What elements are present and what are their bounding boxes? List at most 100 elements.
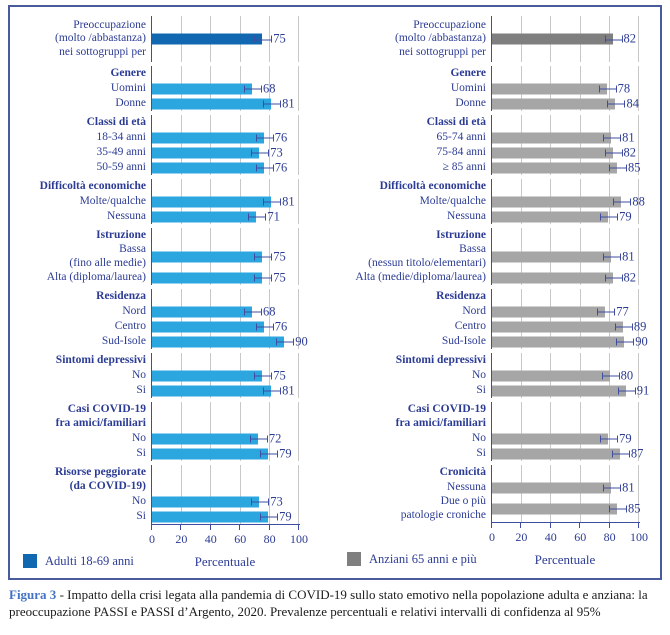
bar-label: 65-74 anni (436, 130, 486, 143)
plot-area: 76 (151, 130, 299, 145)
plot-area: 84 (491, 96, 639, 111)
group-header-row: Classi di età (11, 115, 335, 130)
value-label: 68 (262, 81, 276, 95)
confidence-interval-whisker (276, 338, 295, 345)
value-label: 81 (282, 383, 295, 397)
bar-label: Si (476, 383, 486, 396)
bar-row: 50-59 anni 76 (11, 160, 335, 175)
plot-area (491, 66, 639, 81)
figure-box: Preoccupazione (molto /abbastanza) nei sot… (8, 5, 662, 580)
group-header-label: Difficoltà economiche (39, 179, 146, 192)
bar-row: Nord 77 (335, 304, 659, 319)
bar-label: Centro (114, 319, 146, 332)
bar-label: 18-34 anni (96, 130, 146, 143)
confidence-interval-whisker (263, 100, 282, 107)
value-label: 73 (270, 494, 283, 508)
figure-number: Figura 3 (9, 587, 57, 602)
legend-swatch-adults (23, 554, 37, 568)
confidence-interval-whisker (608, 164, 627, 171)
bar-label: 35-49 anni (96, 145, 146, 158)
group-header-label: Cronicità (439, 465, 486, 478)
plot-area: 88 (491, 194, 645, 209)
plot-area (151, 179, 299, 194)
bar (492, 251, 612, 262)
bar-row: Nessuna 71 (11, 209, 335, 224)
bar-row: Donne 81 (11, 96, 335, 111)
bar (152, 272, 263, 283)
bar-label: Sud-Isole (441, 334, 486, 347)
bar (152, 196, 272, 207)
bar (152, 448, 269, 459)
confidence-interval-whisker (597, 308, 616, 315)
plot-area: 90 (491, 334, 648, 349)
x-axis-elderly (491, 522, 640, 529)
plot-area (491, 115, 639, 130)
value-label: 76 (274, 319, 288, 333)
group-header-label: Casi COVID-19 fra amici/familiari (395, 403, 486, 429)
bar-row: Due o più patologie croniche 85 (335, 495, 659, 522)
plot-area (151, 465, 299, 494)
value-label: 80 (620, 368, 634, 382)
group-header-label: Residenza (436, 289, 486, 302)
bar-label: Si (136, 383, 146, 396)
bar-row: Alta (diploma/laurea) 75 (11, 270, 335, 285)
bar-label: Preoccupazione (molto /abbastanza) nei sot… (394, 18, 486, 58)
bar (152, 162, 264, 173)
bar-row: Si 79 (11, 446, 335, 461)
bar-label: Due o più patologie croniche (400, 495, 486, 521)
group-header-label: Istruzione (96, 228, 146, 241)
value-label: 78 (617, 81, 631, 95)
plot-area: 75 (151, 243, 299, 270)
value-label: 68 (262, 304, 276, 318)
bar (492, 433, 609, 444)
x-tick-label: 20 (515, 530, 528, 544)
confidence-interval-whisker (263, 198, 282, 205)
confidence-interval-whisker (255, 323, 274, 330)
bar (152, 385, 272, 396)
panel-adults: Preoccupazione (molto /abbastanza) nei sot… (11, 16, 335, 572)
bar-row: Si 79 (11, 509, 335, 524)
confidence-interval-whisker (260, 450, 279, 457)
value-label: 81 (282, 96, 295, 110)
group-header-row: Difficoltà economiche (335, 179, 659, 194)
x-tick-label: 20 (175, 532, 188, 546)
x-tick-labels-adults: 0 20 40 60 80 100 (11, 531, 335, 547)
value-label: 77 (616, 304, 629, 318)
bar-label: Molte/qualche (419, 194, 486, 207)
plot-area: 75 (151, 270, 299, 285)
bar (492, 98, 616, 109)
plot-area: 85 (491, 495, 640, 522)
group-header-label: Casi COVID-19 fra amici/familiari (55, 403, 146, 429)
group-header-row: Genere (335, 66, 659, 81)
plot-area: 87 (491, 446, 643, 461)
bar-label: 50-59 anni (96, 160, 146, 173)
bar-label: Si (136, 509, 146, 522)
bar-label: Uomini (110, 81, 146, 94)
plot-area: 76 (151, 160, 299, 175)
bar (152, 336, 285, 347)
plot-area: 79 (491, 209, 639, 224)
plot-area: 79 (491, 431, 639, 446)
value-label: 75 (273, 31, 286, 46)
bar-label: ≥ 85 anni (442, 160, 486, 173)
value-label: 81 (282, 194, 295, 208)
confidence-interval-whisker (263, 387, 282, 394)
plot-area: 81 (491, 480, 639, 495)
value-label: 90 (635, 334, 648, 348)
value-label: 84 (626, 96, 639, 110)
value-label: 75 (273, 249, 286, 263)
value-label: 71 (267, 209, 280, 223)
confidence-interval-whisker (254, 372, 273, 379)
bar-row: Preoccupazione (molto /abbastanza) nei sot… (11, 16, 335, 62)
group-header-label: Classi di età (86, 115, 146, 128)
bar (492, 272, 613, 283)
bar (152, 306, 252, 317)
plot-area: 81 (491, 243, 639, 270)
bar-row: Alta (medie/diploma/laurea) 82 (335, 270, 659, 285)
plot-area: 77 (491, 304, 639, 319)
panel-elderly: Preoccupazione (molto /abbastanza) nei sot… (335, 16, 659, 572)
bar-row: No 75 (11, 368, 335, 383)
x-tick-label: 40 (544, 530, 557, 544)
plot-area: 90 (151, 334, 308, 349)
value-label: 82 (623, 145, 637, 159)
